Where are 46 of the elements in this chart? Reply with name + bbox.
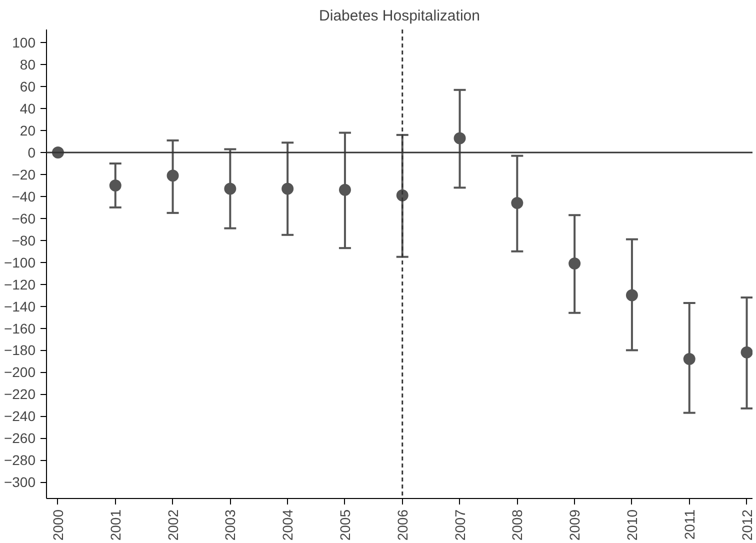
y-tick-label: −300 bbox=[4, 474, 36, 490]
y-tick-label: −240 bbox=[4, 408, 36, 424]
y-tick-label: −60 bbox=[12, 210, 36, 226]
x-tick-label: 2005 bbox=[336, 509, 353, 541]
point bbox=[683, 353, 696, 365]
point bbox=[282, 182, 294, 195]
y-tick-label: −260 bbox=[4, 430, 36, 446]
x-tick-label: 2003 bbox=[222, 509, 238, 541]
y-tick-label: 100 bbox=[12, 34, 36, 51]
y-tick-label: −200 bbox=[4, 364, 36, 380]
x-tick-label: 2011 bbox=[681, 509, 698, 540]
y-tick-label: 80 bbox=[20, 56, 36, 73]
y-tick-label: −140 bbox=[4, 298, 36, 314]
point bbox=[224, 182, 236, 195]
point bbox=[166, 170, 179, 182]
y-tick-label: −220 bbox=[4, 386, 36, 402]
point bbox=[568, 257, 581, 270]
x-tick-label: 2002 bbox=[164, 509, 181, 541]
y-tick-label: −40 bbox=[12, 188, 36, 204]
x-tick-label: 2004 bbox=[280, 509, 296, 541]
x-tick-label: 2009 bbox=[566, 509, 583, 541]
y-tick-label: −100 bbox=[4, 254, 36, 270]
point bbox=[338, 184, 351, 196]
y-tick-label: −280 bbox=[4, 452, 36, 468]
y-tick-label: 60 bbox=[20, 78, 36, 95]
y-tick-label: −80 bbox=[12, 232, 36, 248]
x-tick-label: 2007 bbox=[452, 509, 468, 541]
x-tick-label: 2006 bbox=[394, 509, 410, 541]
x-tick-label: 2008 bbox=[509, 509, 526, 541]
y-tick-label: −180 bbox=[4, 342, 36, 358]
y-tick-label: 0 bbox=[28, 144, 36, 161]
point bbox=[740, 346, 752, 358]
y-tick-label: 20 bbox=[20, 122, 36, 139]
chart-title: Diabetes Hospitalization bbox=[319, 8, 480, 24]
point bbox=[454, 132, 466, 144]
x-tick-label: 2010 bbox=[624, 509, 640, 541]
y-tick-label: −120 bbox=[4, 276, 36, 292]
x-tick-label: 2012 bbox=[738, 509, 755, 541]
point bbox=[511, 197, 524, 210]
x-tick-label: 2000 bbox=[50, 509, 66, 541]
point bbox=[626, 289, 638, 302]
y-tick-label: −20 bbox=[12, 166, 36, 182]
x-tick-label: 2001 bbox=[107, 509, 124, 541]
y-tick-label: 40 bbox=[20, 100, 36, 117]
point bbox=[109, 179, 122, 192]
y-tick-label: −160 bbox=[4, 320, 36, 336]
